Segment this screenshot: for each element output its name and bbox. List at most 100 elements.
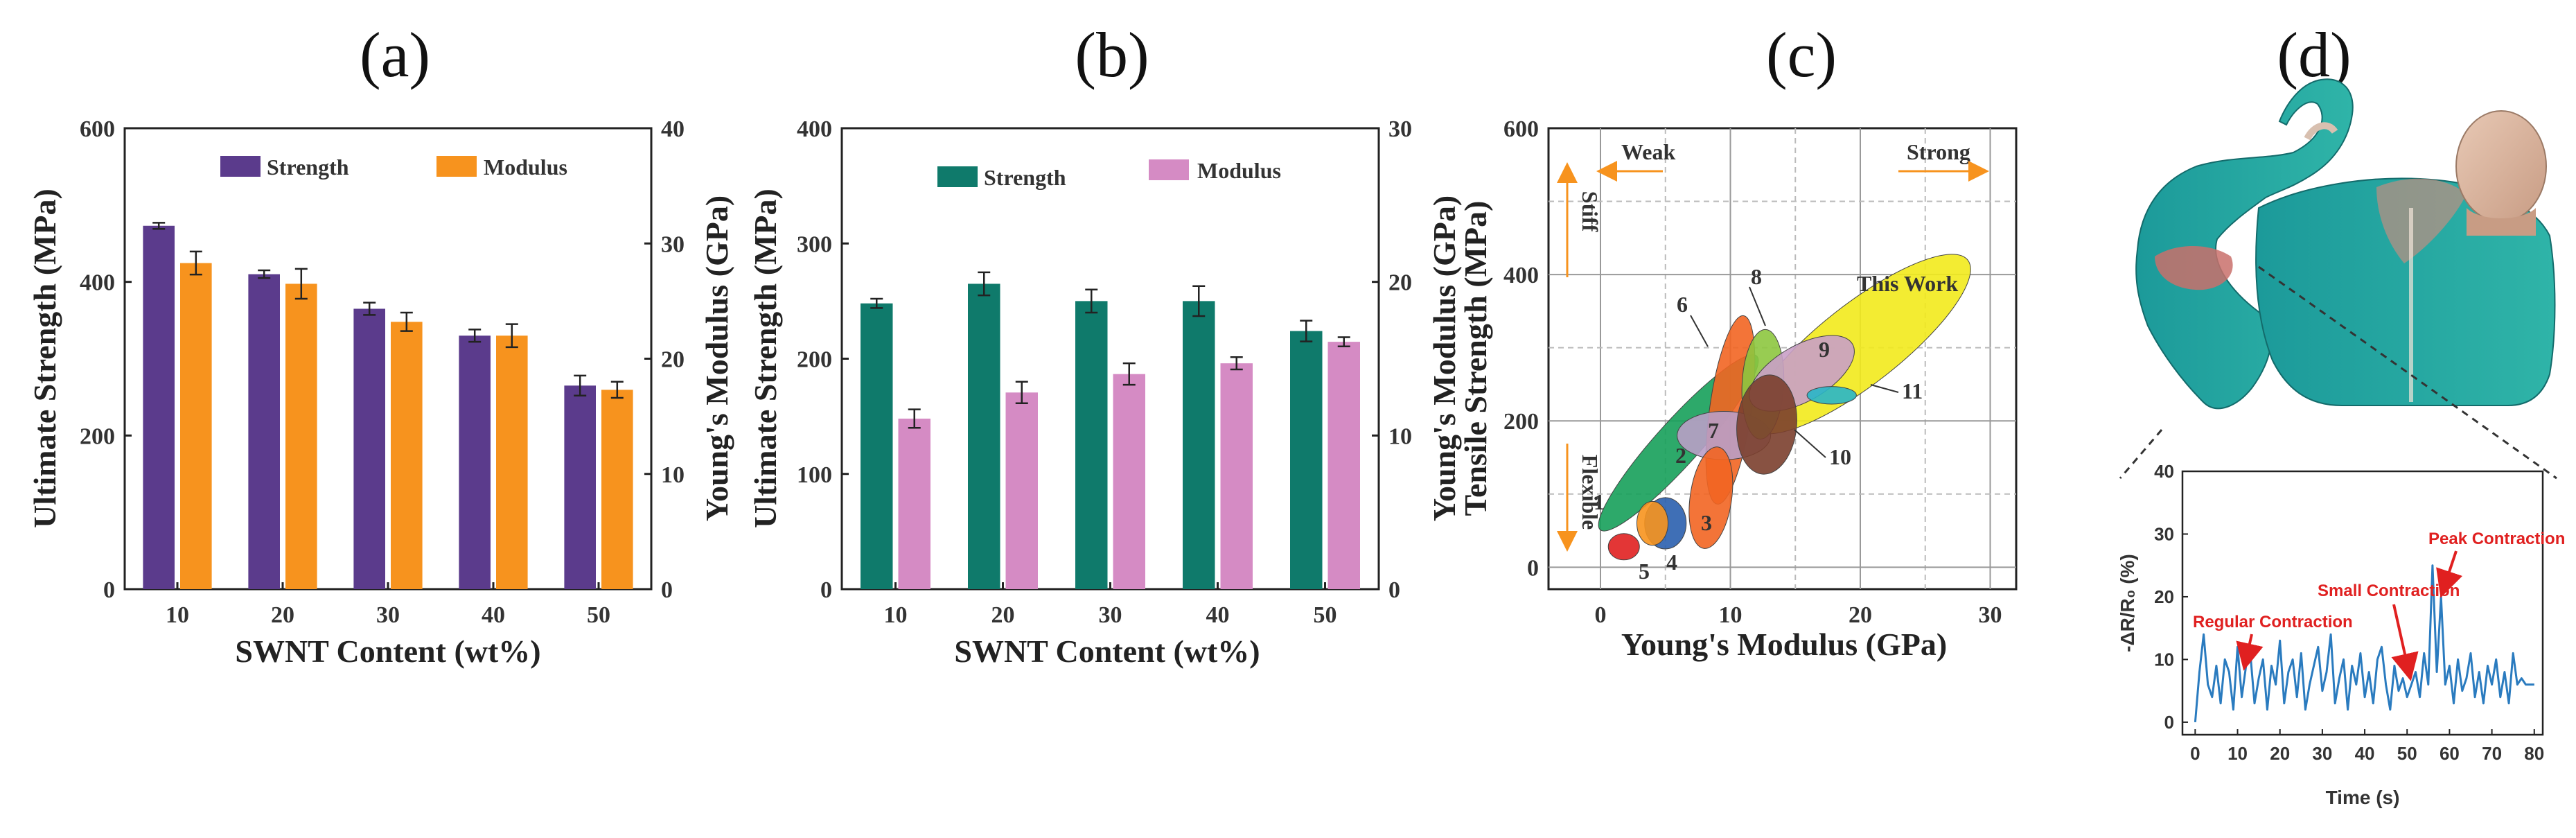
a-bar-strength — [143, 225, 175, 590]
b-ytick-left-label: 0 — [820, 577, 832, 603]
a-bar-strength — [353, 308, 385, 589]
legend-swatch-modulus-b — [1149, 159, 1189, 180]
y-axis-title-right-b: Young's Modulus (GPa) — [1427, 195, 1462, 521]
d-ytick-label: 0 — [2164, 712, 2174, 733]
b-errorbar-modulus — [1122, 362, 1136, 386]
b-ytick-left-label: 100 — [797, 462, 832, 488]
b-xtick-label: 10 — [884, 602, 908, 628]
a-errorbar-strength — [152, 222, 166, 230]
c-region-label: 2 — [1675, 443, 1686, 468]
a-errorbar-modulus — [189, 250, 202, 276]
arrow-small-contraction — [2391, 604, 2419, 681]
arrow-regular-contraction — [2236, 634, 2264, 671]
d-xtick-label: 10 — [2227, 743, 2248, 764]
a-bar-strength — [248, 274, 280, 589]
c-region-5 — [1637, 500, 1668, 546]
d-ytick-label: 20 — [2154, 586, 2174, 607]
annotation-weak: Weak — [1621, 139, 1675, 164]
b-xtick-label: 50 — [1314, 602, 1337, 628]
c-region-label: 5 — [1639, 559, 1650, 584]
b-bar-modulus — [1113, 374, 1145, 589]
trapezius-highlight — [2376, 178, 2467, 263]
a-xtick-label: 20 — [271, 602, 294, 628]
b-bar-modulus — [898, 418, 930, 589]
c-ytick-label: 0 — [1527, 555, 1539, 581]
zoom-line-left — [2119, 429, 2163, 479]
b-errorbar-strength — [1085, 288, 1098, 314]
c-ytick-label: 600 — [1503, 116, 1539, 142]
d-ytick-label: 10 — [2154, 649, 2174, 670]
c-leader-line — [1870, 384, 1899, 393]
b-errorbar-strength — [1192, 285, 1206, 317]
a-bar-modulus — [180, 263, 212, 589]
d-xtick-label: 50 — [2397, 743, 2417, 764]
y-axis-title-d: -ΔR/R₀ (%) — [2117, 554, 2138, 652]
a-ytick-right-label: 0 — [661, 577, 673, 603]
c-region-label: 7 — [1708, 418, 1719, 443]
d-xtick-label: 60 — [2440, 743, 2460, 764]
ashby-chart-c: 0 200 400 600 0 10 20 30 This Work 2 6 7 8 9 10 11 3 1 4… — [1458, 116, 2018, 662]
y-axis-title-left-b: Ultimate Strength (MPa) — [748, 189, 783, 528]
b-bar-modulus — [1220, 363, 1253, 589]
a-ytick-right-label: 30 — [661, 232, 685, 257]
legend-b: Strength Modulus — [937, 158, 1281, 190]
emg-panel-d: 0 10 20 30 40 0 10 20 30 40 50 60 70 80 Time (s) -ΔR… — [2117, 78, 2565, 808]
b-ytick-right-label: 30 — [1388, 116, 1412, 142]
c-region-3 — [1688, 446, 1733, 549]
d-xtick-label: 20 — [2270, 743, 2290, 764]
fist-shape — [2304, 122, 2338, 141]
panel-label-d: (d) — [2277, 19, 2351, 90]
plot-frame-d — [2181, 470, 2544, 736]
annotation-small-contraction: Small Contraction — [2318, 582, 2460, 600]
bar-chart-a: 0 200 400 600 0 10 20 30 40 10 20 30 40 50 Strength… — [27, 116, 734, 669]
legend-swatch-strength-b — [937, 166, 978, 187]
a-xtick-label: 10 — [166, 602, 189, 628]
x-axis-title-d: Time (s) — [2326, 787, 2400, 808]
c-leader-line — [1690, 315, 1709, 347]
b-bar-strength — [861, 303, 893, 589]
x-axis-title-a: SWNT Content (wt%) — [235, 634, 540, 669]
x-axis-title-c: Young's Modulus (GPa) — [1621, 627, 1947, 662]
a-ytick-left-label: 400 — [80, 270, 115, 296]
annotation-flexible: Flexible — [1578, 455, 1603, 530]
head-shape — [2455, 110, 2547, 222]
a-errorbar-modulus — [400, 311, 413, 332]
panel-label-c: (c) — [1766, 19, 1837, 90]
legend-label-strength-a: Strength — [267, 155, 349, 180]
c-region-label: 11 — [1902, 378, 1923, 403]
a-ytick-right-label: 40 — [661, 116, 685, 142]
b-xtick-label: 30 — [1099, 602, 1122, 628]
a-bar-modulus — [601, 390, 633, 589]
legend-swatch-strength-a — [220, 156, 261, 177]
a-errorbar-strength — [468, 329, 482, 343]
b-bar-modulus — [1327, 342, 1360, 589]
c-region-label: 8 — [1751, 264, 1762, 289]
c-xtick-label: 20 — [1849, 602, 1872, 628]
bar-chart-b: 0 100 200 300 400 0 10 20 30 10 20 30 40 50 Strengt… — [748, 116, 1462, 669]
y-axis-title-left-a: Ultimate Strength (MPa) — [27, 189, 62, 528]
b-errorbar-strength — [870, 297, 883, 309]
d-ytick-label: 40 — [2154, 461, 2174, 482]
c-xtick-label: 10 — [1719, 602, 1743, 628]
c-ytick-label: 200 — [1503, 409, 1539, 435]
b-bar-strength — [1290, 331, 1323, 589]
c-region-10 — [1736, 374, 1797, 475]
b-ytick-left-label: 400 — [797, 116, 832, 142]
b-bar-strength — [968, 283, 1000, 589]
c-region-11 — [1806, 386, 1857, 405]
annotation-stiff: Stiff — [1578, 191, 1603, 232]
a-ytick-left-label: 200 — [80, 424, 115, 449]
d-xtick-label: 30 — [2312, 743, 2332, 764]
legend-swatch-modulus-a — [436, 156, 477, 177]
c-region-label: 1 — [1594, 489, 1605, 514]
annotation-peak-contraction: Peak Contraction — [2428, 530, 2565, 548]
c-region-label: This Work — [1857, 271, 1958, 296]
b-xtick-label: 40 — [1206, 602, 1230, 628]
c-region-label: 6 — [1677, 292, 1688, 317]
a-errorbar-strength — [363, 302, 376, 316]
d-xtick-label: 80 — [2524, 743, 2544, 764]
a-xtick-label: 40 — [482, 602, 505, 628]
a-ytick-left-label: 600 — [80, 116, 115, 142]
a-errorbar-modulus — [294, 268, 308, 300]
a-bar-strength — [459, 335, 491, 589]
